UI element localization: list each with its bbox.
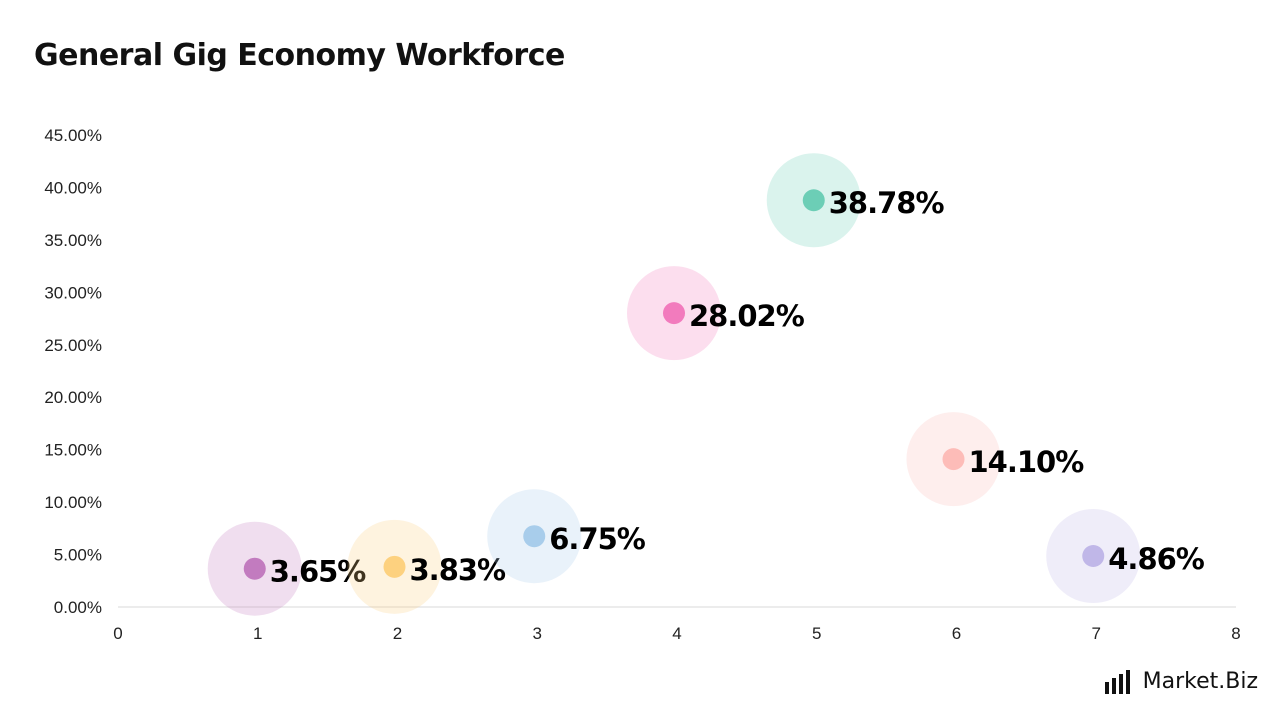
data-point — [523, 525, 546, 548]
data-point — [942, 448, 965, 471]
x-tick-label: 7 — [1092, 624, 1101, 643]
y-tick-label: 0.00% — [54, 598, 102, 617]
y-tick-label: 10.00% — [44, 493, 102, 512]
data-label: 6.75% — [549, 522, 646, 556]
x-tick-label: 5 — [812, 624, 821, 643]
y-tick-label: 30.00% — [44, 283, 102, 302]
x-tick-label: 8 — [1231, 624, 1240, 643]
data-point — [1082, 545, 1105, 568]
x-tick-label: 3 — [533, 624, 542, 643]
x-tick-label: 1 — [253, 624, 262, 643]
x-tick-label: 0 — [113, 624, 122, 643]
data-point — [243, 557, 266, 580]
y-tick-label: 45.00% — [44, 126, 102, 145]
data-label: 14.10% — [969, 445, 1085, 479]
data-point — [383, 555, 406, 578]
logo-text: Market.Biz — [1142, 669, 1258, 694]
x-tick-label: 6 — [952, 624, 961, 643]
bar-chart-logo-icon — [1104, 670, 1130, 694]
y-tick-label: 40.00% — [44, 178, 102, 197]
x-tick-label: 2 — [393, 624, 402, 643]
y-tick-label: 20.00% — [44, 388, 102, 407]
data-label: 3.65% — [270, 555, 367, 589]
chart-title: General Gig Economy Workforce — [34, 38, 565, 73]
y-tick-label: 15.00% — [44, 441, 102, 460]
data-label: 38.78% — [829, 186, 945, 220]
data-label: 3.83% — [410, 553, 507, 587]
x-tick-label: 4 — [672, 624, 681, 643]
data-label: 28.02% — [689, 299, 805, 333]
marketbiz-logo: Market.Biz — [1103, 668, 1258, 694]
data-point — [663, 302, 685, 325]
y-tick-label: 5.00% — [54, 546, 102, 565]
y-tick-label: 35.00% — [44, 231, 102, 250]
y-tick-label: 25.00% — [44, 336, 102, 355]
data-label: 4.86% — [1108, 542, 1205, 576]
data-point — [802, 189, 825, 212]
